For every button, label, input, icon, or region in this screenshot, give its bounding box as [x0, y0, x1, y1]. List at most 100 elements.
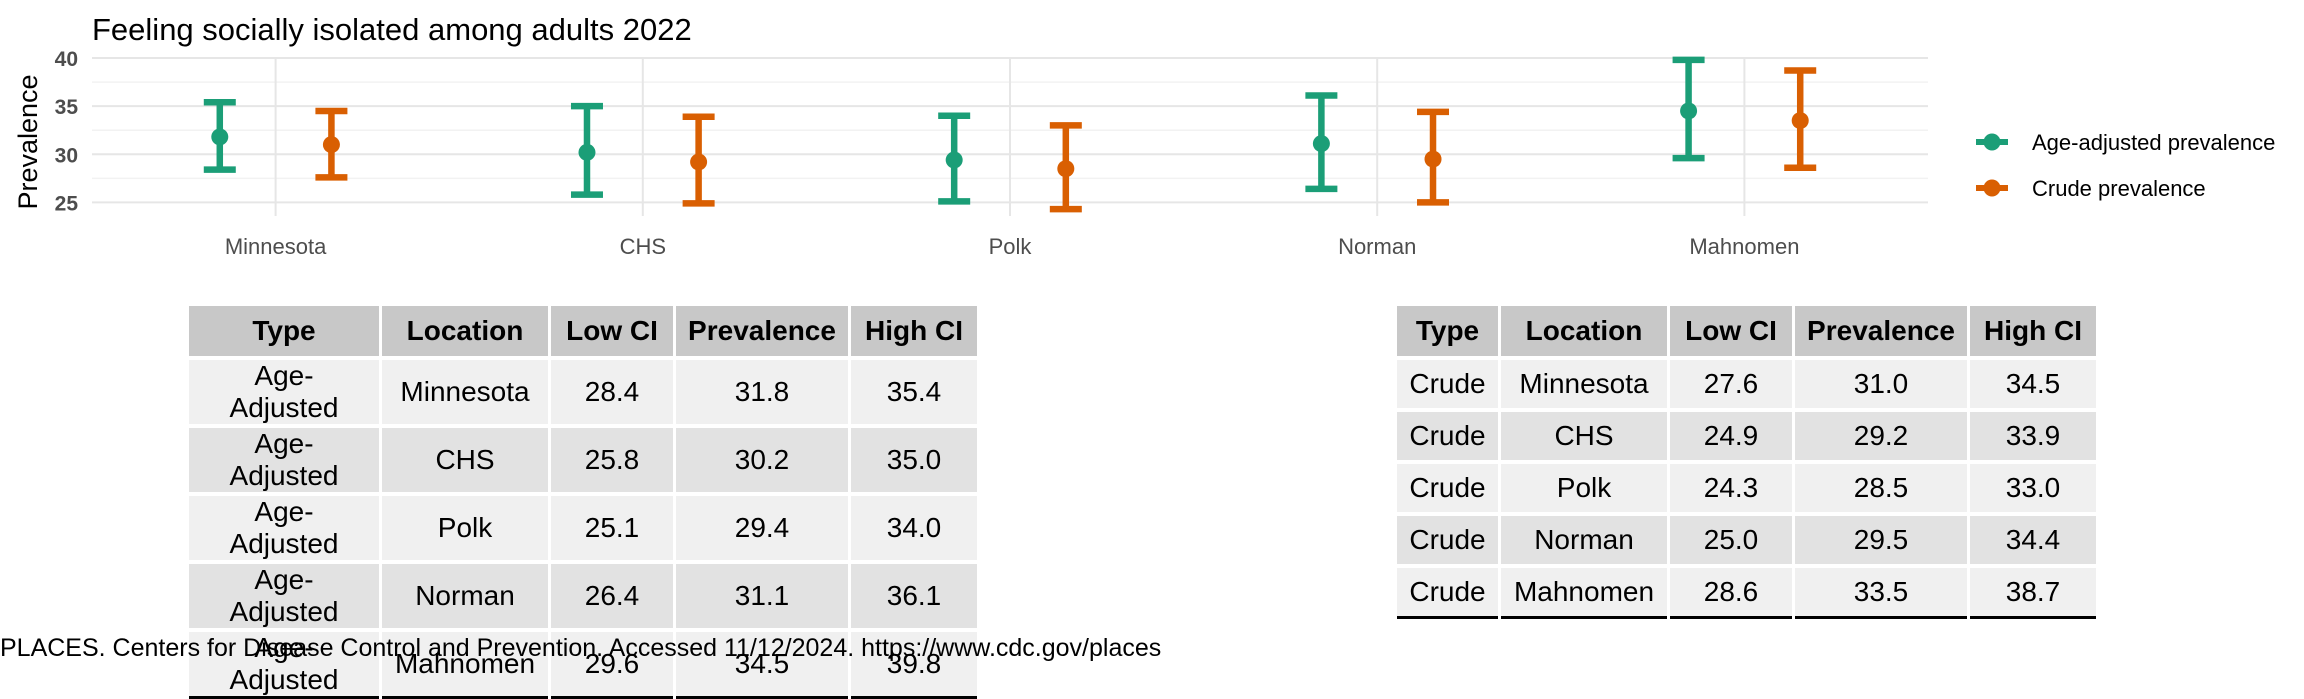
error-bar-age-adjusted [1672, 56, 1705, 162]
table-cell: 28.4 [551, 360, 673, 428]
table-cell: 33.9 [1970, 412, 2096, 464]
table-cell: Norman [1501, 516, 1667, 568]
error-bar-age-adjusted [203, 99, 236, 173]
y-tick-label: 25 [55, 192, 79, 215]
table-cell: 25.0 [1670, 516, 1792, 568]
table-cell: Crude [1397, 516, 1498, 568]
grid-lines [92, 57, 1928, 216]
table-cell: Crude [1397, 464, 1498, 516]
y-axis-ticks: 25 30 35 40 [55, 48, 79, 215]
legend-label: Crude prevalence [2032, 176, 2206, 201]
prevalence-chart: Feeling socially isolated among adults 2… [13, 12, 2275, 259]
table-cell: 31.1 [676, 564, 848, 632]
legend-key-point [1983, 179, 2001, 197]
prevalence-point [690, 153, 708, 171]
column-header: Prevalence [1795, 306, 1967, 360]
error-bar-crude [315, 107, 348, 181]
table-cell: Polk [1501, 464, 1667, 516]
y-axis-label: Prevalence [13, 74, 43, 209]
error-bar-age-adjusted [570, 102, 603, 198]
table-row: Crude Minnesota 27.6 31.0 34.5 [1397, 360, 2096, 412]
x-axis-ticks: Minnesota CHS Polk Norman Mahnomen [225, 234, 1800, 259]
table-cell: 36.1 [851, 564, 977, 632]
table-cell: Age-Adjusted [189, 428, 379, 496]
legend-key-point [1983, 133, 2001, 151]
column-header: High CI [851, 306, 977, 360]
table-cell: Mahnomen [1501, 568, 1667, 619]
table-row: Crude Mahnomen 28.6 33.5 38.7 [1397, 568, 2096, 619]
column-header: High CI [1970, 306, 2096, 360]
x-tick-label: Norman [1338, 234, 1416, 259]
table-cell: CHS [1501, 412, 1667, 464]
table-cell: 25.8 [551, 428, 673, 496]
table-row: Age-Adjusted Norman 26.4 31.1 36.1 [189, 564, 977, 632]
table-cell: Age-Adjusted [189, 496, 379, 564]
table-cell: 27.6 [1670, 360, 1792, 412]
x-tick-label: Polk [989, 234, 1033, 259]
legend-item: Age-adjusted prevalence [1976, 130, 2275, 155]
table-cell: 33.0 [1970, 464, 2096, 516]
prevalence-point [1057, 160, 1075, 178]
column-header: Type [189, 306, 379, 360]
age-adjusted-table: Type Location Low CI Prevalence High CI Age-… [186, 306, 980, 699]
table-cell: 30.2 [676, 428, 848, 496]
table-cell: 34.5 [1970, 360, 2096, 412]
prevalence-point [211, 128, 229, 146]
table-cell: Polk [382, 496, 548, 564]
table-cell: 35.0 [851, 428, 977, 496]
prevalence-point [1791, 112, 1809, 130]
prevalence-point [578, 143, 596, 161]
error-bars [203, 56, 1817, 213]
table-cell: Age-Adjusted [189, 360, 379, 428]
table-cell: Age-Adjusted [189, 564, 379, 632]
legend-label: Age-adjusted prevalence [2032, 130, 2275, 155]
table-cell: 29.4 [676, 496, 848, 564]
error-bar-age-adjusted [1305, 92, 1338, 193]
x-tick-label: Mahnomen [1689, 234, 1799, 259]
table-cell: 29.5 [1795, 516, 1967, 568]
column-header: Low CI [551, 306, 673, 360]
crude-table: Type Location Low CI Prevalence High CI Crud… [1394, 306, 2099, 619]
table-cell: 31.0 [1795, 360, 1967, 412]
table-cell: Crude [1397, 360, 1498, 412]
table-row: Age-Adjusted CHS 25.8 30.2 35.0 [189, 428, 977, 496]
table-cell: 35.4 [851, 360, 977, 428]
prevalence-point [945, 151, 963, 169]
table-cell: 25.1 [551, 496, 673, 564]
error-bar-crude [1417, 108, 1450, 206]
legend-item: Crude prevalence [1976, 176, 2206, 201]
chart-title: Feeling socially isolated among adults 2… [92, 12, 692, 47]
table-cell: Minnesota [1501, 360, 1667, 412]
source-caption: PLACES. Centers for Disease Control and … [0, 634, 1162, 662]
prevalence-point [1680, 102, 1698, 120]
table-row: Age-Adjusted Polk 25.1 29.4 34.0 [189, 496, 977, 564]
table-row: Crude Polk 24.3 28.5 33.0 [1397, 464, 2096, 516]
table-row: Crude Norman 25.0 29.5 34.4 [1397, 516, 2096, 568]
x-tick-label: Minnesota [225, 234, 327, 259]
table-cell: Minnesota [382, 360, 548, 428]
error-bar-age-adjusted [938, 112, 971, 205]
legend: Age-adjusted prevalence Crude prevalence [1976, 130, 2275, 201]
table-cell: 31.8 [676, 360, 848, 428]
table-cell: 24.3 [1670, 464, 1792, 516]
column-header: Type [1397, 306, 1498, 360]
table-cell: 34.0 [851, 496, 977, 564]
table-cell: 29.2 [1795, 412, 1967, 464]
table-cell: 34.4 [1970, 516, 2096, 568]
table-cell: Norman [382, 564, 548, 632]
prevalence-point [1312, 135, 1330, 153]
table-cell: CHS [382, 428, 548, 496]
prevalence-point [322, 136, 340, 154]
y-tick-label: 30 [55, 144, 78, 167]
table-row: Age-Adjusted Minnesota 28.4 31.8 35.4 [189, 360, 977, 428]
y-tick-label: 35 [55, 96, 79, 119]
y-tick-label: 40 [55, 48, 78, 71]
table-cell: 28.6 [1670, 568, 1792, 619]
table-cell: Crude [1397, 412, 1498, 464]
table-header-row: Type Location Low CI Prevalence High CI [1397, 306, 2096, 360]
column-header: Location [1501, 306, 1667, 360]
table-cell: 33.5 [1795, 568, 1967, 619]
table-row: Crude CHS 24.9 29.2 33.9 [1397, 412, 2096, 464]
error-bar-crude [682, 113, 715, 207]
x-tick-label: CHS [620, 234, 666, 259]
